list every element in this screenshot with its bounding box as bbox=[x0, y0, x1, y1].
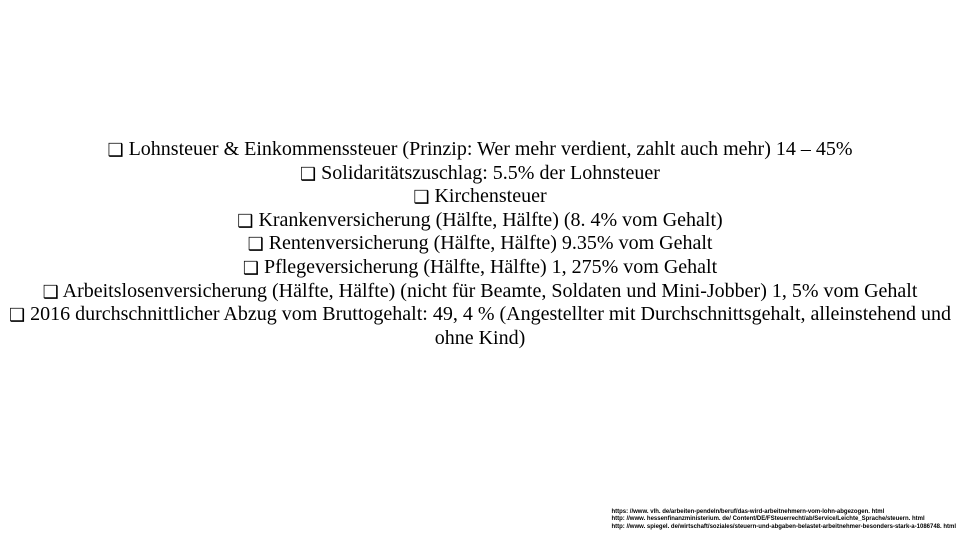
list-item: ❑ Solidaritätszuschlag: 5.5% der Lohnste… bbox=[0, 162, 960, 186]
list-item: ❑ Pflegeversicherung (Hälfte, Hälfte) 1,… bbox=[0, 256, 960, 280]
list-item-text: Kirchensteuer bbox=[434, 185, 546, 207]
source-link: http: //www. spiegel. de/wirtschaft/sozi… bbox=[611, 524, 956, 532]
bullet-icon: ❑ bbox=[9, 305, 25, 326]
list-item-text: Krankenversicherung (Hälfte, Hälfte) (8.… bbox=[258, 209, 722, 231]
slide: { "bullets": [ "Lohnsteuer & Einkommenss… bbox=[0, 0, 960, 540]
bullet-icon: ❑ bbox=[248, 234, 264, 255]
list-item-text: Solidaritätszuschlag: 5.5% der Lohnsteue… bbox=[321, 162, 660, 184]
bullet-icon: ❑ bbox=[107, 140, 123, 161]
source-link: https: //www. vlh. de/arbeiten-pendeln/b… bbox=[611, 509, 956, 517]
list-item: ❑ Kirchensteuer bbox=[0, 185, 960, 209]
list-item-text: Arbeitslosenversicherung (Hälfte, Hälfte… bbox=[63, 280, 918, 302]
bullet-list: ❑ Lohnsteuer & Einkommenssteuer (Prinzip… bbox=[0, 138, 960, 350]
bullet-icon: ❑ bbox=[237, 211, 253, 232]
list-item: ❑ Krankenversicherung (Hälfte, Hälfte) (… bbox=[0, 209, 960, 233]
footer-sources: https: //www. vlh. de/arbeiten-pendeln/b… bbox=[611, 509, 956, 532]
bullet-icon: ❑ bbox=[413, 187, 429, 208]
list-item: ❑ Arbeitslosenversicherung (Hälfte, Hälf… bbox=[0, 280, 960, 304]
source-link: http: //www. hessenfinanzministerium. de… bbox=[611, 516, 956, 524]
list-item-text: Rentenversicherung (Hälfte, Hälfte) 9.35… bbox=[269, 232, 713, 254]
bullet-icon: ❑ bbox=[243, 258, 259, 279]
bullet-icon: ❑ bbox=[300, 164, 316, 185]
list-item-text: 2016 durchschnittlicher Abzug vom Brutto… bbox=[30, 303, 951, 349]
list-item: ❑ Lohnsteuer & Einkommenssteuer (Prinzip… bbox=[0, 138, 960, 162]
list-item-text: Pflegeversicherung (Hälfte, Hälfte) 1, 2… bbox=[264, 256, 717, 278]
list-item: ❑ 2016 durchschnittlicher Abzug vom Brut… bbox=[0, 303, 960, 350]
list-item: ❑ Rentenversicherung (Hälfte, Hälfte) 9.… bbox=[0, 232, 960, 256]
content-area: ❑ Lohnsteuer & Einkommenssteuer (Prinzip… bbox=[0, 138, 960, 350]
list-item-text: Lohnsteuer & Einkommenssteuer (Prinzip: … bbox=[129, 138, 853, 160]
bullet-icon: ❑ bbox=[43, 282, 59, 303]
